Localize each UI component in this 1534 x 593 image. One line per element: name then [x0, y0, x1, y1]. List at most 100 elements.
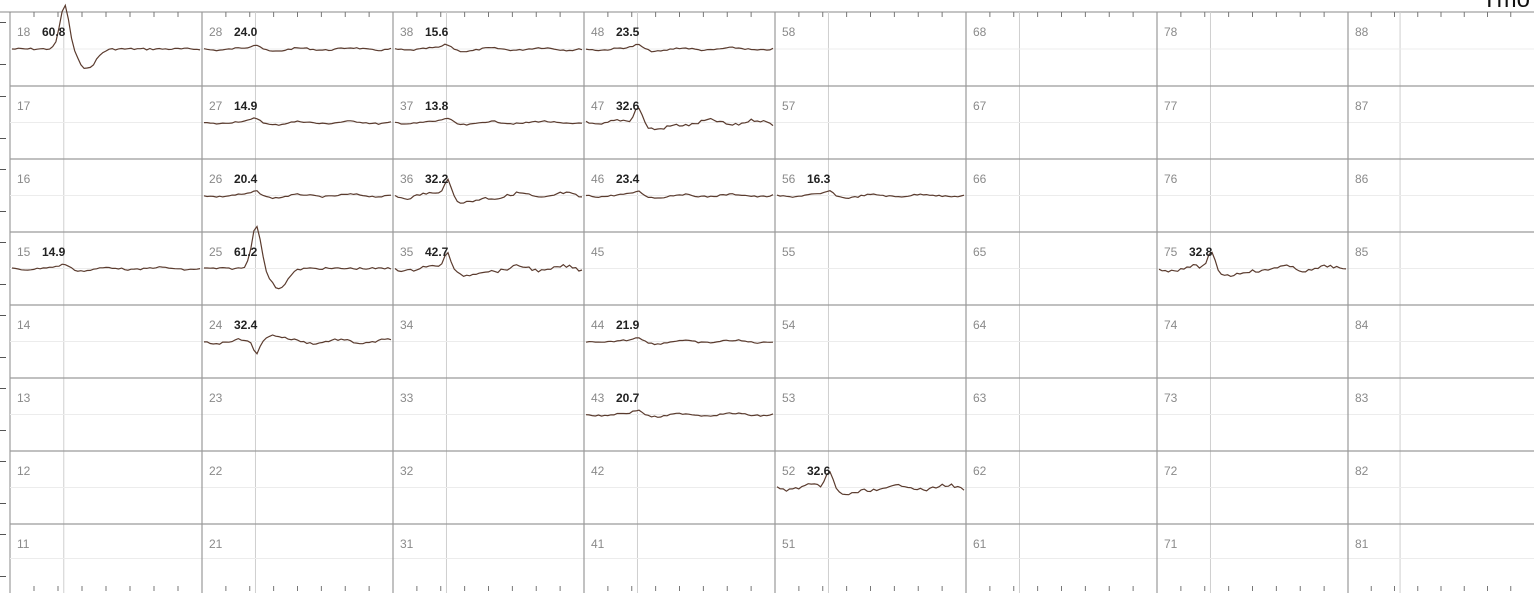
well-cell-64[interactable]: 64 — [966, 305, 1157, 378]
well-cell-84[interactable]: 84 — [1348, 305, 1534, 378]
well-cell-36[interactable]: 36 32.2 — [393, 159, 584, 232]
row-tick — [0, 138, 6, 139]
well-id-label: 34 — [400, 318, 414, 332]
voltage-trace-18 — [11, 3, 201, 70]
well-cell-17[interactable]: 17 — [10, 86, 202, 159]
well-cell-56[interactable]: 56 16.3 — [775, 159, 966, 232]
voltage-trace-25 — [204, 225, 392, 290]
well-cell-62[interactable]: 62 — [966, 451, 1157, 524]
well-id-label: 68 — [973, 25, 987, 39]
well-cell-87[interactable]: 87 — [1348, 86, 1534, 159]
well-cell-13[interactable]: 13 — [10, 378, 202, 451]
well-cell-86[interactable]: 86 — [1348, 159, 1534, 232]
well-id-label: 32 — [400, 464, 414, 478]
well-cell-44[interactable]: 44 21.9 — [584, 305, 775, 378]
well-amplitude-value: 21.9 — [616, 318, 640, 332]
well-id-label: 55 — [782, 245, 796, 259]
well-amplitude-value: 15.6 — [425, 25, 449, 39]
well-id-label: 48 — [591, 25, 605, 39]
well-cell-32[interactable]: 32 — [393, 451, 584, 524]
well-cell-76[interactable]: 76 — [1157, 159, 1348, 232]
well-cell-82[interactable]: 82 — [1348, 451, 1534, 524]
well-cell-52[interactable]: 52 32.6 — [775, 451, 966, 524]
well-cell-18[interactable]: 18 60.8 — [10, 12, 202, 86]
well-id-label: 81 — [1355, 537, 1369, 551]
well-cell-35[interactable]: 35 42.7 — [393, 232, 584, 305]
well-cell-55[interactable]: 55 — [775, 232, 966, 305]
well-cell-81[interactable]: 81 — [1348, 524, 1534, 593]
well-id-label: 87 — [1355, 99, 1369, 113]
well-cell-23[interactable]: 23 — [202, 378, 393, 451]
well-id-label: 16 — [17, 172, 31, 186]
well-cell-85[interactable]: 85 — [1348, 232, 1534, 305]
well-cell-11[interactable]: 11 — [10, 524, 202, 593]
well-cell-21[interactable]: 21 — [202, 524, 393, 593]
well-cell-33[interactable]: 33 — [393, 378, 584, 451]
well-cell-47[interactable]: 47 32.6 — [584, 86, 775, 159]
well-cell-67[interactable]: 67 — [966, 86, 1157, 159]
well-cell-54[interactable]: 54 — [775, 305, 966, 378]
well-cell-22[interactable]: 22 — [202, 451, 393, 524]
well-amplitude-value: 32.6 — [807, 464, 831, 478]
well-cell-26[interactable]: 26 20.4 — [202, 159, 393, 232]
well-cell-58[interactable]: 58 — [775, 12, 966, 86]
well-cell-16[interactable]: 16 — [10, 159, 202, 232]
well-id-label: 77 — [1164, 99, 1178, 113]
well-cell-61[interactable]: 61 — [966, 524, 1157, 593]
well-cell-48[interactable]: 48 23.5 — [584, 12, 775, 86]
well-cell-12[interactable]: 12 — [10, 451, 202, 524]
voltage-trace-47 — [585, 107, 774, 131]
well-cell-68[interactable]: 68 — [966, 12, 1157, 86]
well-cell-25[interactable]: 25 61.2 — [202, 232, 393, 305]
well-id-label: 26 — [209, 172, 223, 186]
well-cell-14[interactable]: 14 — [10, 305, 202, 378]
well-amplitude-value: 13.8 — [425, 99, 449, 113]
well-cell-66[interactable]: 66 — [966, 159, 1157, 232]
well-amplitude-value: 23.4 — [616, 172, 640, 186]
well-cell-57[interactable]: 57 — [775, 86, 966, 159]
well-amplitude-value: 61.2 — [234, 245, 258, 259]
well-cell-41[interactable]: 41 — [584, 524, 775, 593]
well-cell-42[interactable]: 42 — [584, 451, 775, 524]
well-id-label: 45 — [591, 245, 605, 259]
well-id-label: 86 — [1355, 172, 1369, 186]
well-cell-24[interactable]: 24 32.4 — [202, 305, 393, 378]
corner-title-fragment: Tmo — [1482, 0, 1530, 12]
well-cell-72[interactable]: 72 — [1157, 451, 1348, 524]
row-tick — [0, 284, 6, 285]
well-cell-88[interactable]: 88 — [1348, 12, 1534, 86]
well-cell-34[interactable]: 34 — [393, 305, 584, 378]
well-cell-46[interactable]: 46 23.4 — [584, 159, 775, 232]
well-cell-78[interactable]: 78 — [1157, 12, 1348, 86]
well-cell-28[interactable]: 28 24.0 — [202, 12, 393, 86]
row-tick — [0, 430, 6, 431]
well-cell-83[interactable]: 83 — [1348, 378, 1534, 451]
well-cell-77[interactable]: 77 — [1157, 86, 1348, 159]
well-cell-73[interactable]: 73 — [1157, 378, 1348, 451]
row-tick — [0, 357, 6, 358]
well-amplitude-value: 24.0 — [234, 25, 258, 39]
well-id-label: 63 — [973, 391, 987, 405]
well-cell-45[interactable]: 45 — [584, 232, 775, 305]
well-id-label: 43 — [591, 391, 605, 405]
well-cell-27[interactable]: 27 14.9 — [202, 86, 393, 159]
well-cell-31[interactable]: 31 — [393, 524, 584, 593]
voltage-trace-28 — [203, 44, 392, 52]
well-cell-75[interactable]: 75 32.8 — [1157, 232, 1348, 305]
well-cell-65[interactable]: 65 — [966, 232, 1157, 305]
well-cell-63[interactable]: 63 — [966, 378, 1157, 451]
well-id-label: 56 — [782, 172, 796, 186]
voltage-trace-44 — [585, 337, 774, 346]
well-cell-71[interactable]: 71 — [1157, 524, 1348, 593]
well-id-label: 18 — [17, 25, 31, 39]
well-cell-15[interactable]: 15 14.9 — [10, 232, 202, 305]
well-id-label: 11 — [17, 537, 30, 551]
well-amplitude-value: 20.4 — [234, 172, 258, 186]
well-cell-53[interactable]: 53 — [775, 378, 966, 451]
well-cell-43[interactable]: 43 20.7 — [584, 378, 775, 451]
well-cell-38[interactable]: 38 15.6 — [393, 12, 584, 86]
well-cell-37[interactable]: 37 13.8 — [393, 86, 584, 159]
well-id-label: 74 — [1164, 318, 1178, 332]
well-cell-51[interactable]: 51 — [775, 524, 966, 593]
well-cell-74[interactable]: 74 — [1157, 305, 1348, 378]
